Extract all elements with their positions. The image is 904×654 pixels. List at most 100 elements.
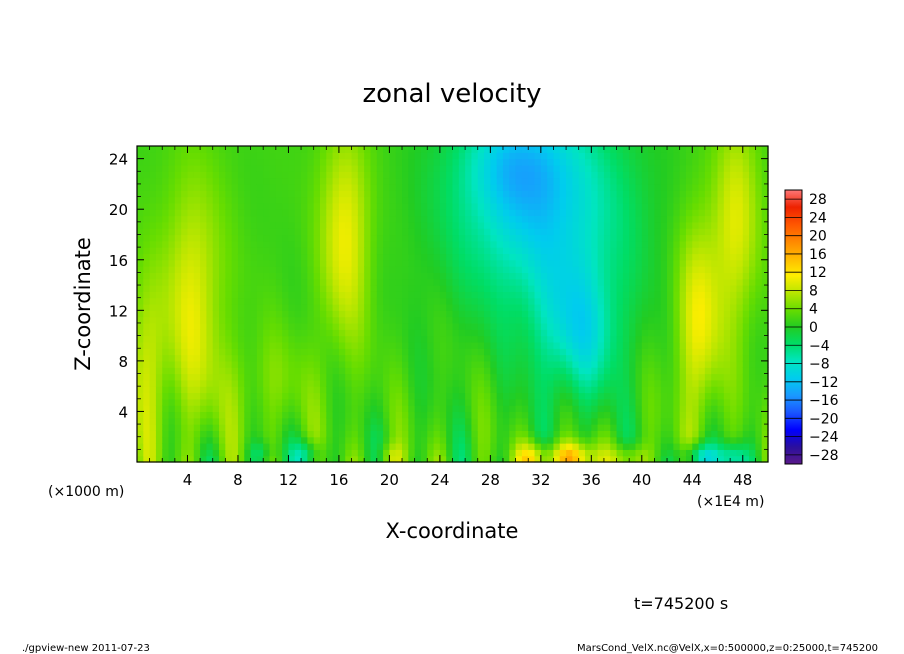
heatmap-cell: [181, 259, 189, 267]
heatmap-cell: [603, 146, 611, 153]
heatmap-cell: [515, 329, 523, 337]
heatmap-cell: [376, 335, 384, 343]
heatmap-cell: [250, 272, 258, 280]
heatmap-cell: [534, 430, 542, 438]
heatmap-cell: [168, 209, 176, 217]
heatmap-cell: [420, 152, 428, 160]
heatmap-cell: [137, 177, 144, 185]
heatmap-cell: [427, 405, 435, 413]
heatmap-cell: [610, 171, 618, 179]
heatmap-cell: [427, 455, 435, 463]
heatmap-cell: [174, 417, 182, 425]
heatmap-cell: [168, 417, 176, 425]
heatmap-cell: [351, 417, 359, 425]
heatmap-cell: [591, 424, 599, 431]
heatmap-cell: [414, 215, 422, 223]
heatmap-cell: [282, 322, 290, 330]
heatmap-cell: [490, 196, 498, 204]
heatmap-cell: [509, 291, 517, 299]
heatmap-cell: [629, 215, 637, 223]
heatmap-cell: [471, 297, 479, 305]
heatmap-cell: [547, 436, 555, 444]
heatmap-cell: [174, 272, 182, 280]
heatmap-cell: [528, 405, 536, 413]
heatmap-cell: [673, 266, 681, 273]
heatmap-cell: [597, 335, 605, 343]
heatmap-cell: [206, 373, 214, 381]
heatmap-cell: [484, 266, 491, 273]
heatmap-cell: [597, 436, 605, 444]
heatmap-cell: [383, 449, 390, 457]
heatmap-cell: [212, 455, 220, 463]
heatmap-cell: [174, 297, 182, 305]
heatmap-cell: [155, 171, 163, 179]
heatmap-cell: [319, 360, 327, 368]
heatmap-cell: [761, 240, 769, 248]
heatmap-cell: [420, 436, 428, 444]
heatmap-cell: [319, 436, 327, 444]
heatmap-cell: [496, 240, 504, 248]
heatmap-cell: [540, 215, 548, 223]
heatmap-cell: [288, 177, 296, 185]
heatmap-cell: [673, 209, 681, 217]
heatmap-cell: [237, 240, 245, 248]
heatmap-cell: [458, 183, 466, 191]
heatmap-cell: [730, 285, 738, 292]
heatmap-cell: [345, 183, 353, 191]
heatmap-cell: [591, 373, 599, 381]
heatmap-cell: [477, 329, 485, 337]
heatmap-cell: [736, 278, 744, 286]
heatmap-cell: [547, 398, 555, 406]
heatmap-cell: [162, 360, 170, 368]
heatmap-cell: [496, 272, 504, 280]
heatmap-cell: [282, 221, 290, 229]
heatmap-cell: [521, 177, 529, 185]
heatmap-cell: [389, 291, 397, 299]
heatmap-cell: [566, 329, 573, 337]
heatmap-cell: [692, 202, 700, 210]
heatmap-cell: [471, 190, 479, 198]
heatmap-cell: [597, 316, 605, 324]
heatmap-cell: [585, 341, 592, 349]
heatmap-cell: [256, 443, 264, 450]
heatmap-cell: [578, 259, 586, 267]
heatmap-cell: [610, 183, 618, 191]
heatmap-cell: [572, 379, 580, 387]
heatmap-cell: [578, 405, 586, 413]
heatmap-cell: [307, 164, 315, 172]
heatmap-cell: [193, 322, 201, 330]
heatmap-cell: [547, 379, 555, 387]
heatmap-cell: [553, 386, 561, 394]
heatmap-cell: [338, 310, 346, 318]
heatmap-cell: [155, 266, 163, 273]
heatmap-cell: [679, 291, 687, 299]
heatmap-cell: [288, 183, 296, 191]
heatmap-cell: [288, 253, 296, 261]
heatmap-cell: [736, 266, 744, 273]
heatmap-cell: [749, 183, 756, 191]
heatmap-cell: [585, 202, 592, 210]
heatmap-cell: [490, 367, 498, 375]
heatmap-cell: [622, 190, 630, 198]
heatmap-cell: [332, 417, 340, 425]
heatmap-cell: [364, 171, 372, 179]
heatmap-cell: [332, 360, 340, 368]
heatmap-cell: [370, 202, 378, 210]
heatmap-cell: [357, 392, 365, 400]
heatmap-cell: [237, 196, 245, 204]
heatmap-cell: [521, 158, 529, 166]
heatmap-cell: [465, 379, 473, 387]
heatmap-cell: [307, 272, 315, 280]
heatmap-cell: [345, 221, 353, 229]
heatmap-cell: [294, 316, 302, 324]
heatmap-cell: [559, 354, 567, 362]
heatmap-cell: [692, 278, 700, 286]
heatmap-cell: [458, 152, 466, 160]
heatmap-cell: [755, 171, 763, 179]
heatmap-cell: [559, 367, 567, 375]
heatmap-cell: [585, 240, 592, 248]
heatmap-cell: [256, 253, 264, 261]
heatmap-cell: [597, 247, 605, 255]
heatmap-cell: [155, 278, 163, 286]
heatmap-cell: [667, 316, 674, 324]
